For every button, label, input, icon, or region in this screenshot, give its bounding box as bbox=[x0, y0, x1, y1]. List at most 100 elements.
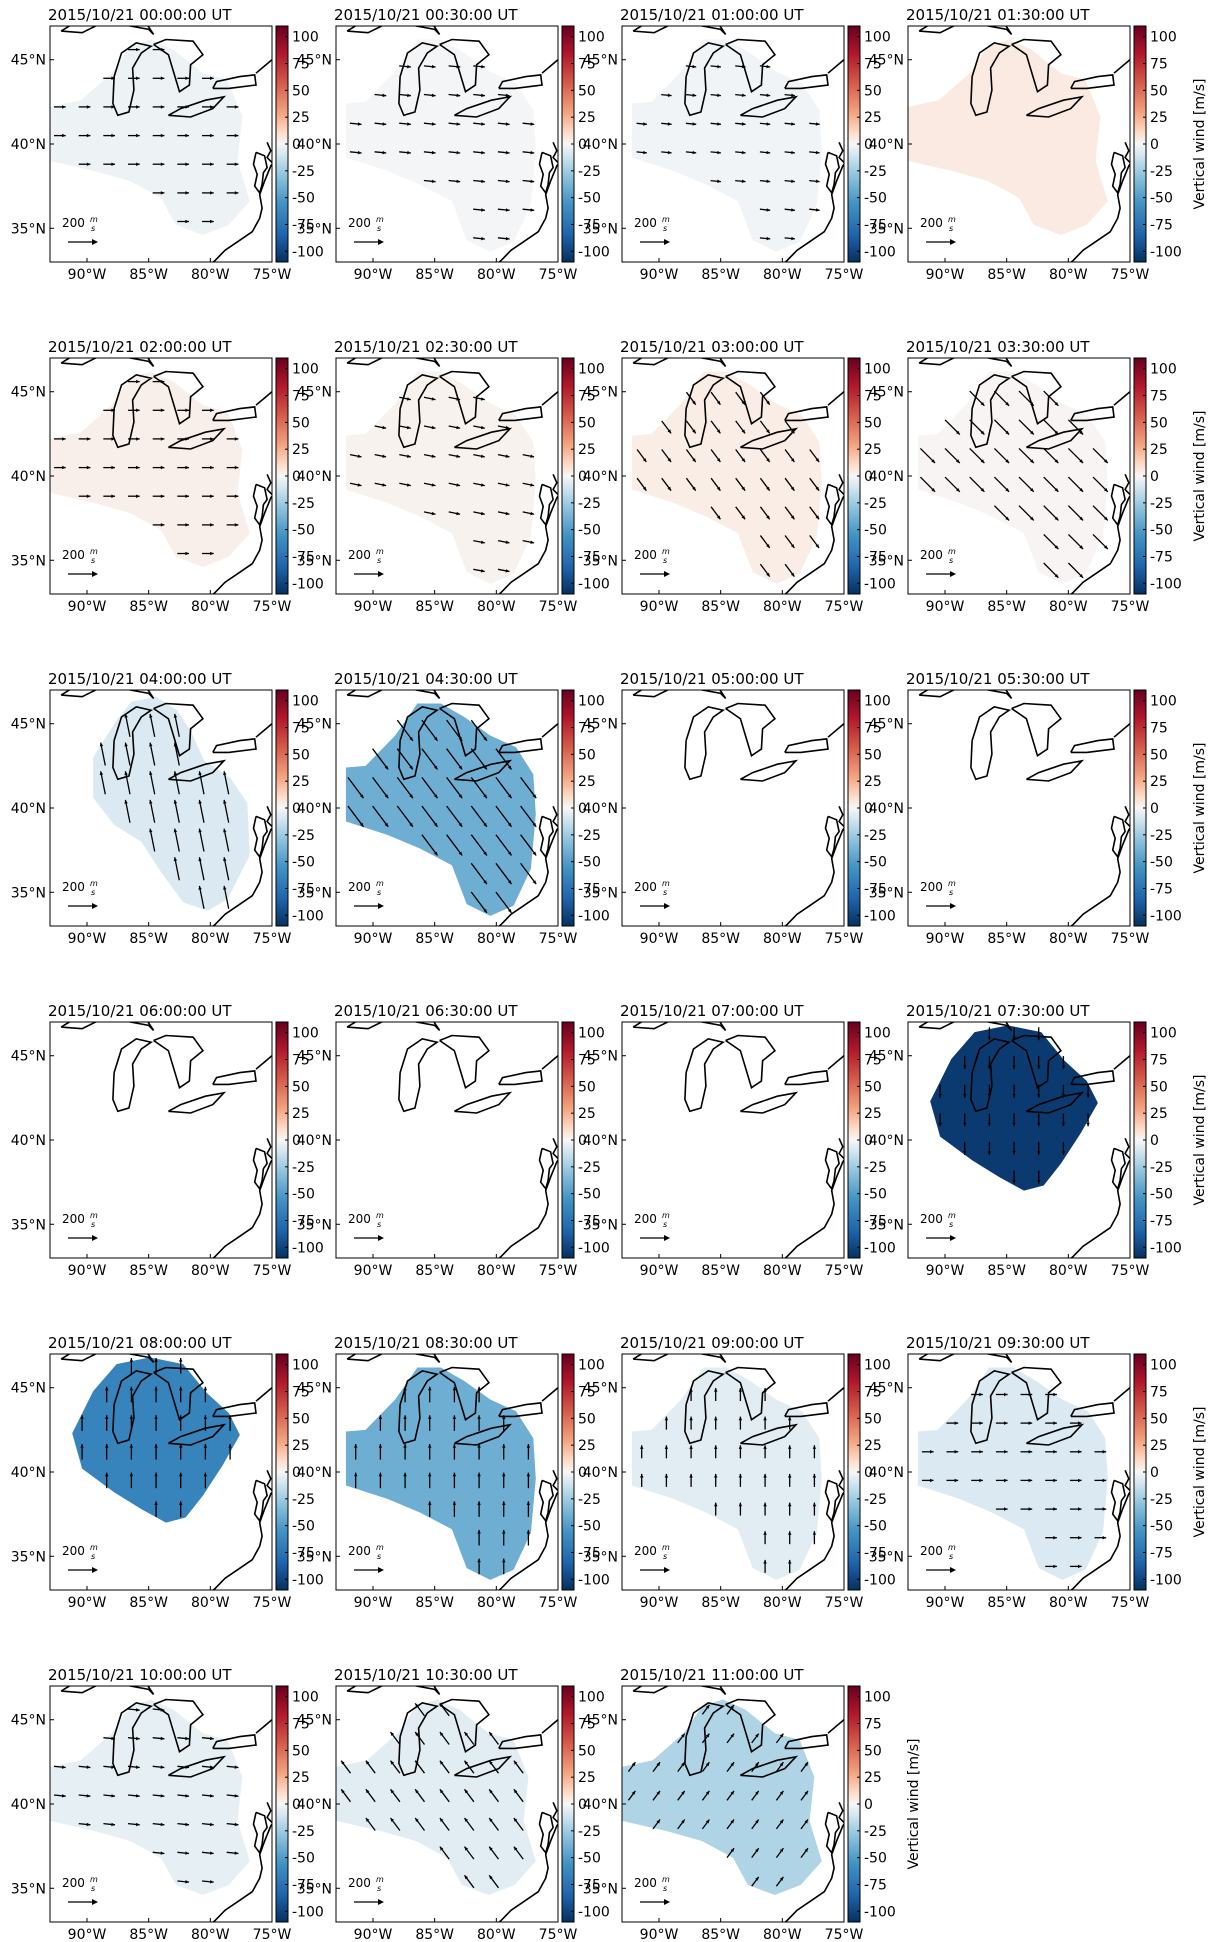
map-panel: 2015/10/21 07:30:00 UT 200 ms 45°N 40°N 35°N 9… bbox=[869, 1002, 1208, 1279]
colorbar-tick-label: -75 bbox=[578, 1545, 601, 1561]
wind-arrow bbox=[497, 236, 510, 241]
scale-unit-num: m bbox=[376, 1543, 384, 1552]
colorbar: 100 75 50 25 0 -25 -50 -75 -100 bbox=[847, 1353, 896, 1591]
wind-arrow bbox=[177, 494, 189, 498]
colorbar: 100 75 50 25 0 -25 -50 -75 -100 bbox=[561, 1021, 610, 1259]
wind-arrow bbox=[661, 449, 672, 463]
lon-tick-label: 80°W bbox=[1049, 931, 1088, 947]
coastline bbox=[1070, 1140, 1130, 1258]
wind-arrow bbox=[349, 453, 362, 458]
wind-arrow bbox=[661, 477, 672, 492]
scale-unit-num: m bbox=[90, 1543, 98, 1552]
scale-unit-num: m bbox=[662, 547, 670, 556]
wind-arrow bbox=[477, 1501, 481, 1517]
colorbar-tick-label: -75 bbox=[864, 549, 887, 565]
colorbar: 100 75 50 25 0 -25 -50 -75 -100 bbox=[847, 689, 896, 927]
colorbar-tick-label: -50 bbox=[1150, 191, 1173, 207]
colorbar-tick-label: 25 bbox=[292, 1106, 310, 1122]
coastline bbox=[498, 406, 543, 422]
lat-tick-label: 45°N bbox=[583, 385, 618, 401]
map-area bbox=[622, 690, 844, 926]
lon-tick-label: 80°W bbox=[191, 267, 230, 283]
colorbar-tick-label: 50 bbox=[1150, 1411, 1168, 1427]
wind-arrow bbox=[53, 1765, 66, 1769]
panel-title: 2015/10/21 09:30:00 UT bbox=[906, 1334, 1090, 1352]
wind-arrow bbox=[198, 857, 205, 881]
coastline bbox=[824, 1811, 840, 1855]
coastline bbox=[541, 58, 558, 74]
coastline bbox=[255, 58, 272, 74]
wind-arrow bbox=[714, 1416, 718, 1430]
scale-label: 200 bbox=[634, 216, 657, 230]
colorbar-tick-label: -50 bbox=[1150, 523, 1173, 539]
scale-label: 200 bbox=[62, 1876, 85, 1890]
colorbar: 100 75 50 25 0 -25 -50 -75 -100 Vertical wind [m/… bbox=[1133, 1353, 1208, 1591]
wind-arrow bbox=[661, 420, 672, 434]
lat-tick-label: 35°N bbox=[11, 221, 46, 237]
lon-tick-label: 80°W bbox=[1049, 599, 1088, 615]
wind-arrow bbox=[152, 133, 165, 138]
lat-tick-label: 35°N bbox=[583, 553, 618, 569]
panel-title: 2015/10/21 07:00:00 UT bbox=[620, 1002, 804, 1020]
wind-arrow bbox=[689, 1445, 693, 1459]
wind-arrow bbox=[987, 1113, 992, 1127]
colorbar: 100 75 50 25 0 -25 -50 -75 -100 bbox=[561, 1353, 610, 1591]
wind-arrow bbox=[439, 1731, 450, 1745]
map-area bbox=[622, 1022, 844, 1258]
wind-arrow bbox=[124, 742, 131, 766]
wind-arrow bbox=[127, 1794, 140, 1798]
wind-arrow bbox=[488, 1760, 500, 1774]
coastline bbox=[266, 1801, 272, 1824]
wind-arrow bbox=[735, 93, 746, 97]
wind-arrow bbox=[1020, 1421, 1033, 1425]
colorbar-tick-label: -25 bbox=[578, 1824, 601, 1840]
wind-arrow bbox=[463, 1788, 475, 1803]
wind-arrow bbox=[627, 1761, 636, 1772]
wind-arrow bbox=[971, 1421, 983, 1425]
scale-arrow bbox=[354, 1899, 384, 1905]
scale-unit-num: m bbox=[90, 879, 98, 888]
wind-arrow bbox=[710, 391, 721, 406]
lon-tick-label: 90°W bbox=[640, 267, 679, 283]
wind-arrow bbox=[399, 64, 411, 69]
scale-arrow bbox=[68, 1235, 98, 1241]
lon-tick-label: 75°W bbox=[253, 931, 292, 947]
coastline bbox=[1113, 1054, 1130, 1070]
colorbar-tick-label: -50 bbox=[864, 855, 887, 871]
lat-tick-label: 35°N bbox=[11, 1217, 46, 1233]
wind-arrow bbox=[177, 162, 189, 166]
lat-tick-label: 45°N bbox=[583, 1049, 618, 1065]
panel-title: 2015/10/21 04:30:00 UT bbox=[334, 670, 518, 688]
colorbar-tick-label: 100 bbox=[292, 362, 319, 378]
wind-arrow bbox=[1045, 1392, 1057, 1397]
colorbar-tick-label: 50 bbox=[578, 1743, 596, 1759]
wind-arrow bbox=[105, 1415, 109, 1431]
coastline bbox=[784, 144, 844, 262]
lat-tick-label: 45°N bbox=[297, 717, 332, 733]
wind-arrow bbox=[495, 834, 513, 856]
panel-title: 2015/10/21 08:30:00 UT bbox=[334, 1334, 518, 1352]
wind-arrow bbox=[963, 1113, 967, 1127]
coastline bbox=[684, 1038, 726, 1113]
wind-arrow bbox=[735, 506, 746, 520]
coastline bbox=[454, 1423, 513, 1446]
lat-tick-label: 45°N bbox=[869, 53, 904, 69]
coastline bbox=[1113, 390, 1130, 406]
colorbar-tick-label: -25 bbox=[578, 164, 601, 180]
colorbar-tick-label: 25 bbox=[292, 442, 310, 458]
wind-arrow bbox=[788, 1473, 792, 1487]
coastline bbox=[784, 738, 829, 754]
lat-tick-label: 35°N bbox=[297, 1549, 332, 1565]
coastline bbox=[838, 805, 844, 828]
wind-arrow bbox=[228, 1415, 232, 1431]
coastline bbox=[398, 1038, 440, 1113]
colorbar-tick-label: 75 bbox=[1150, 721, 1168, 737]
colorbar-tick-label: 50 bbox=[864, 415, 882, 431]
colorbar-tick-label: 75 bbox=[864, 389, 882, 405]
lat-tick-label: 35°N bbox=[869, 1217, 904, 1233]
lon-tick-label: 75°W bbox=[253, 1927, 292, 1942]
coastline bbox=[454, 95, 513, 118]
coastline bbox=[632, 1022, 727, 1031]
wind-arrow bbox=[202, 191, 214, 195]
scale-unit-num: m bbox=[376, 1211, 384, 1220]
